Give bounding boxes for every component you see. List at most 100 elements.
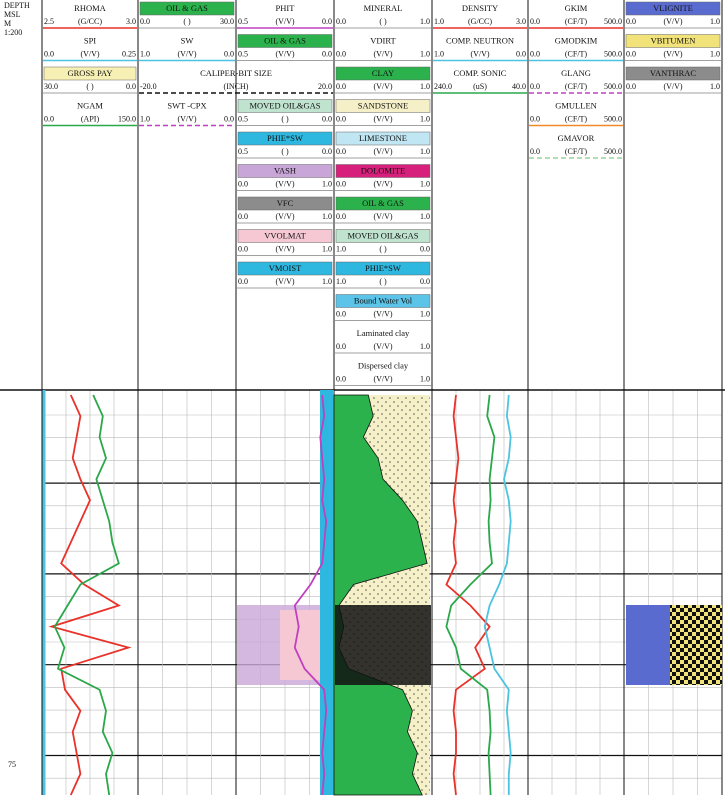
scale-left: 0.0 (336, 342, 346, 351)
depth-header-text: DEPTH (4, 1, 30, 10)
log-curve (445, 394, 496, 796)
entry-name: MOVED OIL&GAS (347, 230, 418, 240)
entry-name: GMODKIM (555, 35, 598, 45)
entry-name: VLIGNITE (653, 3, 693, 13)
scale-right: 3.0 (516, 17, 526, 26)
scale-unit: (V/V) (373, 212, 392, 221)
scale-right: 1.0 (420, 212, 430, 221)
scale-left: 30.0 (44, 82, 58, 91)
scale-right: 1.0 (420, 374, 430, 383)
entry-name: VDIRT (370, 35, 396, 45)
scale-left: 0.0 (626, 49, 636, 58)
entry-name: PHIE*SW (365, 263, 401, 273)
scale-unit: (CF/T) (565, 49, 588, 58)
scale-right: 0.0 (322, 114, 332, 123)
scale-right: 0.0 (224, 49, 234, 58)
entry-name: COMP. SONIC (454, 68, 507, 78)
scale-unit: (V/V) (275, 17, 294, 26)
scale-left: 1.0 (434, 17, 444, 26)
scale-right: 0.25 (122, 49, 136, 58)
scale-unit: ( ) (379, 277, 387, 286)
scale-right: 1.0 (420, 147, 430, 156)
entry-name: VANTHRAC (650, 68, 696, 78)
scale-left: 0.0 (530, 82, 540, 91)
scale-unit: ( ) (379, 244, 387, 253)
scale-unit: (V/V) (177, 114, 196, 123)
scale-right: 0.0 (420, 244, 430, 253)
entry-name: SW (181, 35, 194, 45)
scale-left: 0.0 (336, 179, 346, 188)
entry-swatch (139, 1, 235, 16)
entry-name: VASH (274, 165, 296, 175)
entry-name: VBITUMEN (651, 35, 696, 45)
scale-right: 0.0 (516, 49, 526, 58)
scale-right: 0.0 (322, 147, 332, 156)
depth-label: 75 (8, 760, 16, 769)
scale-right: 1.0 (710, 49, 720, 58)
scale-unit: (V/V) (80, 49, 99, 58)
entry-name: DOLOMITE (361, 165, 405, 175)
entry-name: PHIT (276, 3, 296, 13)
entry-swatch (335, 196, 431, 211)
scale-unit: (V/V) (373, 374, 392, 383)
scale-unit: (V/V) (275, 212, 294, 221)
entry-name: SWT -CPX (167, 100, 206, 110)
scale-right: 0.0 (126, 82, 136, 91)
entry-name: GROSS PAY (68, 68, 113, 78)
scale-right: 1.0 (322, 277, 332, 286)
scale-unit: (V/V) (470, 49, 489, 58)
scale-right: 1.0 (420, 179, 430, 188)
entry-name: VFC (277, 198, 294, 208)
scale-left: 240.0 (434, 82, 452, 91)
entry-name: SANDSTONE (358, 100, 408, 110)
scale-unit: (INCH) (224, 82, 249, 91)
log-curve (53, 394, 120, 796)
scale-left: 0.5 (238, 147, 248, 156)
scale-left: 1.0 (336, 277, 346, 286)
entry-swatch (335, 294, 431, 308)
entry-name: VVOLMAT (264, 230, 306, 240)
entry-swatch (237, 261, 333, 276)
log-curve (483, 394, 512, 795)
scale-right: 1.0 (420, 17, 430, 26)
scale-left: 2.5 (44, 17, 54, 26)
scale-right: 500.0 (604, 49, 622, 58)
scale-left: 0.0 (336, 147, 346, 156)
entry-name: SPI (84, 35, 96, 45)
zone-track7-bitumen (670, 605, 722, 685)
scale-left: 0.0 (626, 82, 636, 91)
entry-name: Laminated clay (357, 328, 410, 338)
log-curve (445, 394, 491, 796)
scale-left: 1.0 (140, 114, 150, 123)
scale-unit: (V/V) (373, 147, 392, 156)
scale-left: 1.0 (336, 244, 346, 253)
scale-unit: (V/V) (663, 49, 682, 58)
scale-right: 0.0 (224, 114, 234, 123)
entry-name: GLANG (561, 68, 591, 78)
scale-unit: (V/V) (373, 49, 392, 58)
scale-left: 0.0 (140, 17, 150, 26)
scale-left: 0.0 (336, 49, 346, 58)
scale-left: 0.5 (238, 114, 248, 123)
scale-right: 1.0 (322, 244, 332, 253)
scale-left: 0.0 (44, 49, 54, 58)
scale-right: 1.0 (322, 212, 332, 221)
entry-swatch (625, 66, 721, 81)
scale-left: 0.0 (626, 17, 636, 26)
scale-left: 0.0 (336, 114, 346, 123)
scale-right: 30.0 (220, 17, 234, 26)
scale-left: 0.0 (530, 17, 540, 26)
zone-track7-lignite (626, 605, 670, 685)
log-curve (293, 394, 328, 796)
entry-swatch (237, 229, 333, 243)
scale-left: 0.0 (336, 374, 346, 383)
scale-left: 0.0 (238, 212, 248, 221)
entry-name: COMP. NEUTRON (446, 35, 514, 45)
scale-unit: (V/V) (663, 17, 682, 26)
scale-left: 0.0 (336, 212, 346, 221)
entry-swatch (335, 131, 431, 146)
entry-name: MOVED OIL&GAS (249, 100, 320, 110)
entry-name: LIMESTONE (359, 133, 407, 143)
entry-name: GMULLEN (555, 100, 597, 110)
